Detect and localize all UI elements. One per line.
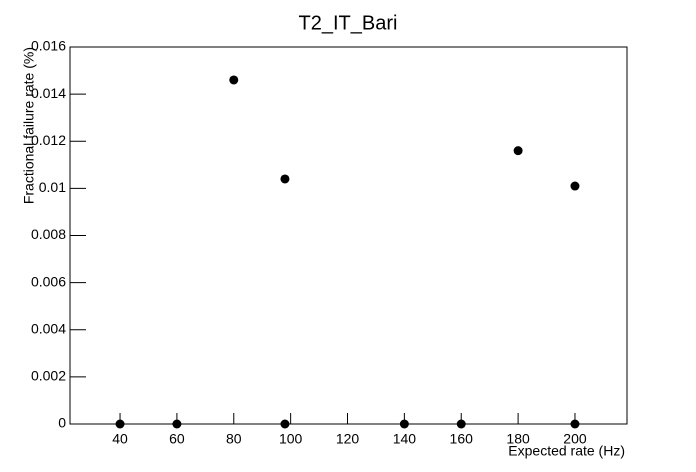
point bbox=[399, 419, 409, 429]
point bbox=[570, 181, 580, 191]
y-tick-label: 0.012 bbox=[31, 132, 66, 148]
point bbox=[570, 419, 580, 429]
point bbox=[280, 174, 290, 184]
x-tick-label: 120 bbox=[336, 431, 360, 447]
y-tick-label: 0.014 bbox=[31, 85, 66, 101]
point bbox=[456, 419, 466, 429]
y-axis-label: Fractional failure rate (%) bbox=[21, 47, 37, 204]
x-axis-label: Expected rate (Hz) bbox=[508, 443, 625, 459]
x-tick-label: 140 bbox=[393, 431, 417, 447]
x-tick-label: 160 bbox=[450, 431, 474, 447]
x-tick-label: 180 bbox=[506, 431, 530, 447]
plot-frame bbox=[69, 46, 628, 425]
x-tick-label: 60 bbox=[169, 431, 185, 447]
y-tick-label: 0.016 bbox=[31, 38, 66, 54]
x-tick-label: 40 bbox=[112, 431, 128, 447]
y-tick-label: 0.004 bbox=[31, 320, 66, 336]
chart-title: T2_IT_Bari bbox=[299, 12, 398, 34]
y-tick-label: 0.002 bbox=[31, 368, 66, 384]
y-tick-label: 0.01 bbox=[39, 179, 66, 195]
y-tick-label: 0.006 bbox=[31, 273, 66, 289]
point bbox=[280, 419, 290, 429]
x-tick-label: 200 bbox=[563, 431, 587, 447]
point bbox=[513, 146, 523, 156]
x-tick-label: 80 bbox=[226, 431, 242, 447]
y-tick-label: 0 bbox=[58, 415, 66, 431]
point bbox=[115, 419, 125, 429]
y-tick-label: 0.008 bbox=[31, 226, 66, 242]
point bbox=[172, 419, 182, 429]
x-tick-label: 100 bbox=[279, 431, 303, 447]
point bbox=[229, 75, 239, 85]
